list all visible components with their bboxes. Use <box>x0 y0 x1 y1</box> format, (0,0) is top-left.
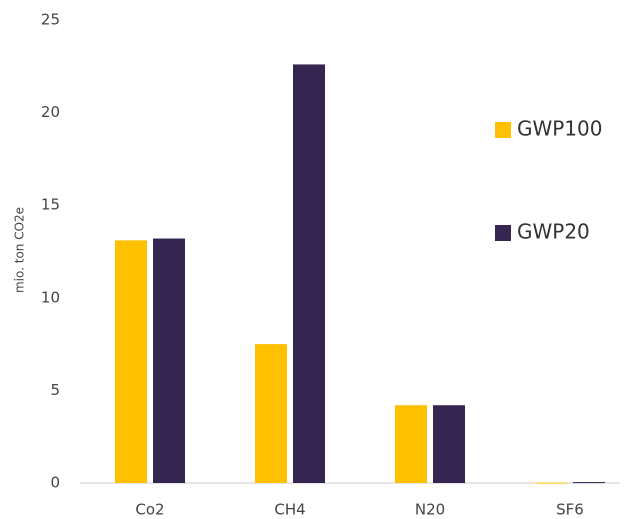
x-tick-label: CH4 <box>274 501 305 519</box>
y-tick-label: 5 <box>50 381 60 399</box>
y-tick-label: 15 <box>41 196 60 214</box>
bar <box>395 405 427 483</box>
y-tick-label: 20 <box>41 103 60 121</box>
legend-swatch <box>495 225 511 241</box>
bar <box>255 344 287 483</box>
x-tick-label: Co2 <box>135 501 164 519</box>
y-tick-label: 10 <box>41 288 60 306</box>
legend-swatch <box>495 122 511 138</box>
bar <box>293 64 325 483</box>
bar <box>153 238 185 483</box>
y-tick-label: 25 <box>41 11 60 29</box>
y-tick-label: 0 <box>50 474 60 492</box>
legend-label: GWP20 <box>517 220 590 244</box>
bar <box>573 482 605 484</box>
x-tick-label: N20 <box>415 501 445 519</box>
y-axis-label: mio. ton CO2e <box>13 207 27 293</box>
bar <box>433 405 465 483</box>
x-tick-label: SF6 <box>556 501 584 519</box>
legend-label: GWP100 <box>517 117 603 141</box>
bar <box>115 240 147 483</box>
bar <box>535 482 567 484</box>
